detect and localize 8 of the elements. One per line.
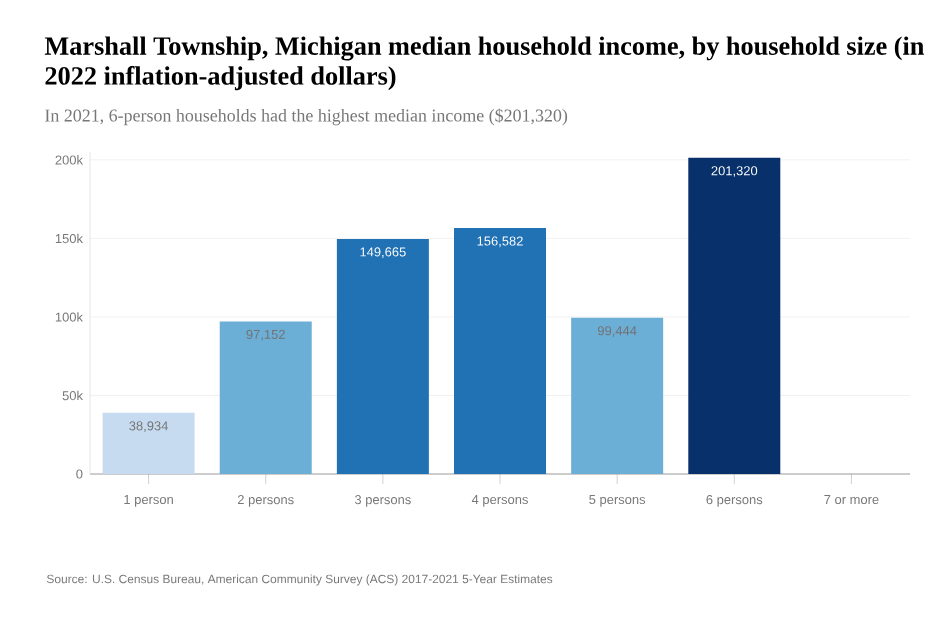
chart-subtitle: In 2021, 6-person households had the highest median income ($201,320) — [45, 108, 568, 126]
bar — [454, 228, 547, 474]
bar — [102, 412, 195, 474]
bar — [219, 321, 312, 474]
bar — [571, 317, 664, 474]
chart-title: Marshall Township, Michigan median household income, by household size (in 2022 inflation-adjusted dollars) — [44, 36, 925, 91]
bar — [688, 157, 781, 474]
bar — [336, 238, 429, 474]
